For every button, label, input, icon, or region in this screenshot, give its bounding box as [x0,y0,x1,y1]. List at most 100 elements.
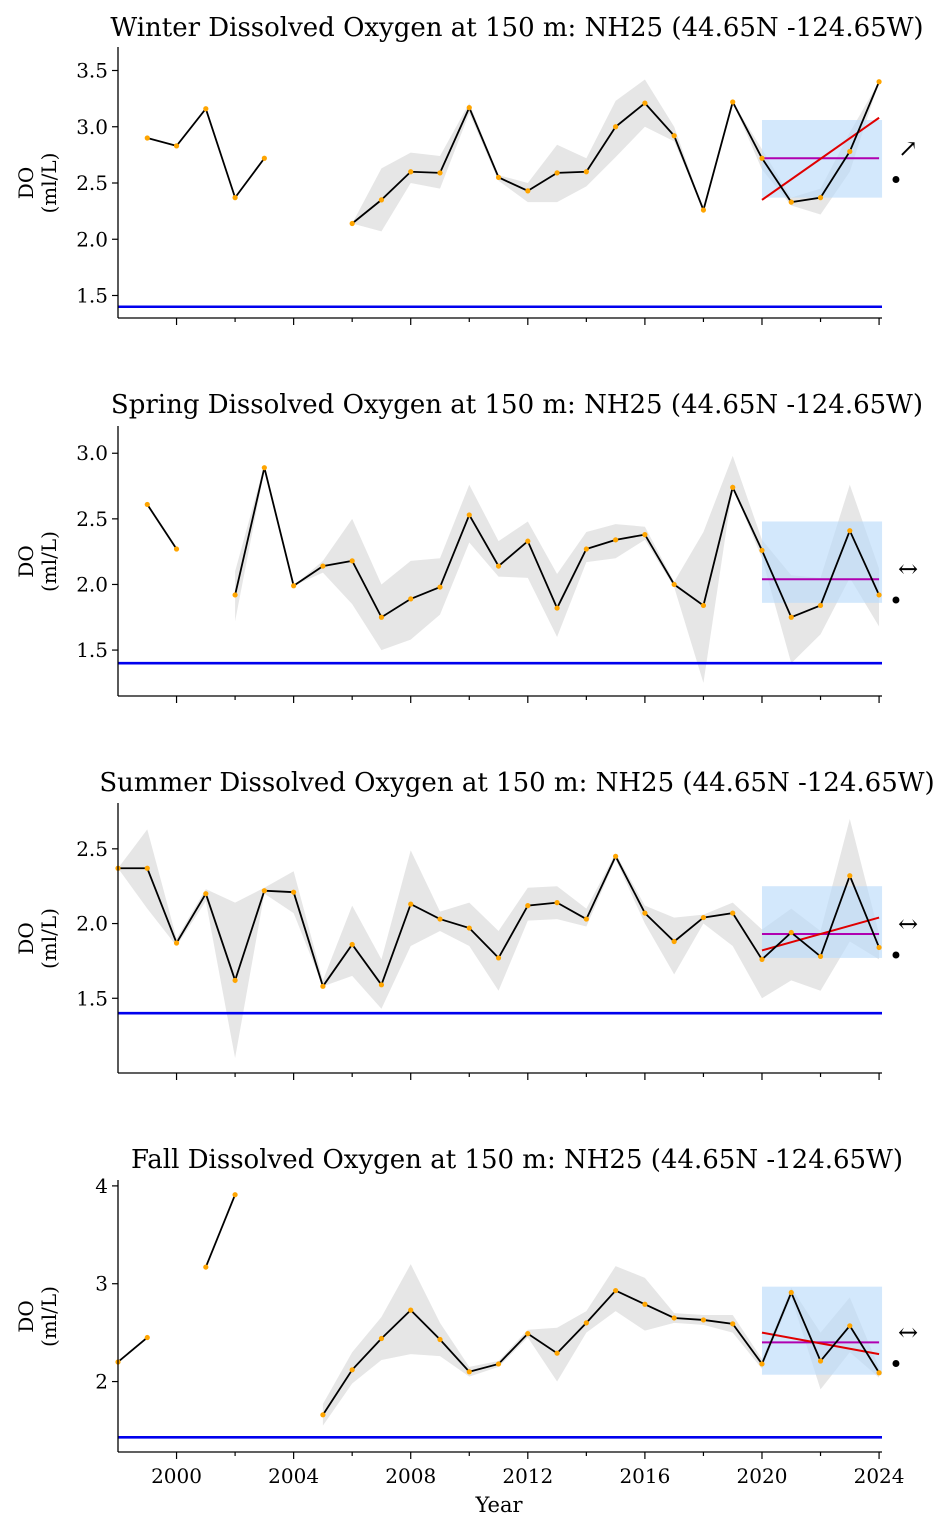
data-point [759,155,765,161]
data-point [173,546,180,552]
series-line [147,106,266,200]
data-point [583,546,589,552]
confidence-band [118,818,880,1059]
data-point [349,941,355,948]
data-point [144,865,150,871]
data-point [232,1192,238,1198]
data-point [320,563,326,569]
data-point [437,584,443,590]
y-tick-label: 4 [95,1174,108,1198]
y-tick-label: 2.5 [76,171,108,195]
trend-line [761,1331,880,1356]
data-point [554,605,560,611]
panel-summer: 1.5 2.0 2.5 Summer Dissolved Oxygen at 150 … [14,768,935,1080]
data-point [788,929,794,936]
data-point [759,1361,765,1367]
y-tick-label: 3.5 [76,59,108,83]
data-point [730,99,736,105]
chart-title: Summer Dissolved Oxygen at 150 m: NH25 (… [99,768,934,798]
data-point [671,938,677,945]
data-point [495,174,502,180]
data-point [554,1350,560,1356]
data-point [232,977,238,983]
confidence-band [352,79,880,232]
status-symbol: • [889,587,903,615]
y-axis-label-line1: DO [14,922,38,954]
data-point [378,614,385,620]
y-axis-label-line2: (ml/L) [37,1286,61,1347]
data-point [203,1264,209,1270]
data-point [291,583,297,589]
data-point [408,1307,414,1313]
data-point [144,501,150,508]
data-point [378,197,385,203]
data-point [671,133,677,139]
y-axis-label-line2: (ml/L) [37,153,61,214]
y-tick-label: 3 [95,1272,108,1296]
chart-title: Fall Dissolved Oxygen at 150 m: NH25 (44… [131,1145,903,1175]
data-point [320,1412,326,1418]
data-point [378,1335,385,1342]
data-point [730,910,736,916]
y-tick-label: 2.5 [76,837,108,861]
x-tick-label: 2016 [619,1464,670,1488]
data-point [817,602,824,609]
data-point [730,484,736,490]
data-point [408,169,414,175]
data-point [642,532,648,538]
y-tick-label: 1.5 [76,986,108,1010]
data-point [437,916,443,922]
data-point [525,1331,531,1337]
trend-symbol: ↔ [898,910,918,938]
data-point [642,910,648,916]
data-point [613,124,619,130]
data-point [671,581,677,588]
y-tick-label: 3.0 [76,115,108,139]
y-tick-label: 1.5 [76,638,108,662]
x-tick-label: 2020 [737,1464,788,1488]
data-point [642,100,648,106]
trend-symbol: ↗ [898,134,918,162]
data-point [408,596,414,602]
y-axis-label-line1: DO [14,167,38,199]
y-tick-label: 2.0 [76,572,108,596]
data-point [700,1317,707,1323]
data-point [817,953,824,960]
data-point [759,956,765,963]
data-point [144,135,150,141]
data-point [466,925,472,931]
data-point [817,195,824,201]
data-point [700,602,707,609]
data-point [847,528,853,534]
data-point [583,916,589,922]
data-point [613,537,619,543]
y-tick-label: 2.5 [76,507,108,531]
data-point [876,79,882,85]
data-point [349,220,355,227]
data-point [144,1334,150,1341]
data-point [291,889,297,895]
data-point [876,1370,882,1376]
data-point [613,1287,619,1294]
series-line [146,503,178,550]
y-axis-label-line1: DO [14,1300,38,1332]
status-symbol: • [889,166,903,194]
data-point [759,547,765,553]
y-axis-label-line2: (ml/L) [37,531,61,592]
data-point [495,563,502,569]
series-line [322,1289,880,1416]
data-point [466,512,472,518]
confidence-band [235,455,880,683]
data-point [671,1315,677,1321]
x-tick-label: 2000 [151,1464,202,1488]
data-point [408,901,414,907]
data-point [554,170,560,176]
data-point [817,1358,824,1364]
y-tick-label: 3.0 [76,441,108,465]
data-point [203,106,209,112]
panel-fall: 2 3 4 2000 2004 2008 2012 2016 2020 2024 Fall Diss… [14,1145,918,1488]
data-point [876,944,882,951]
chart-title: Spring Dissolved Oxygen at 150 m: NH25 (… [111,390,923,420]
